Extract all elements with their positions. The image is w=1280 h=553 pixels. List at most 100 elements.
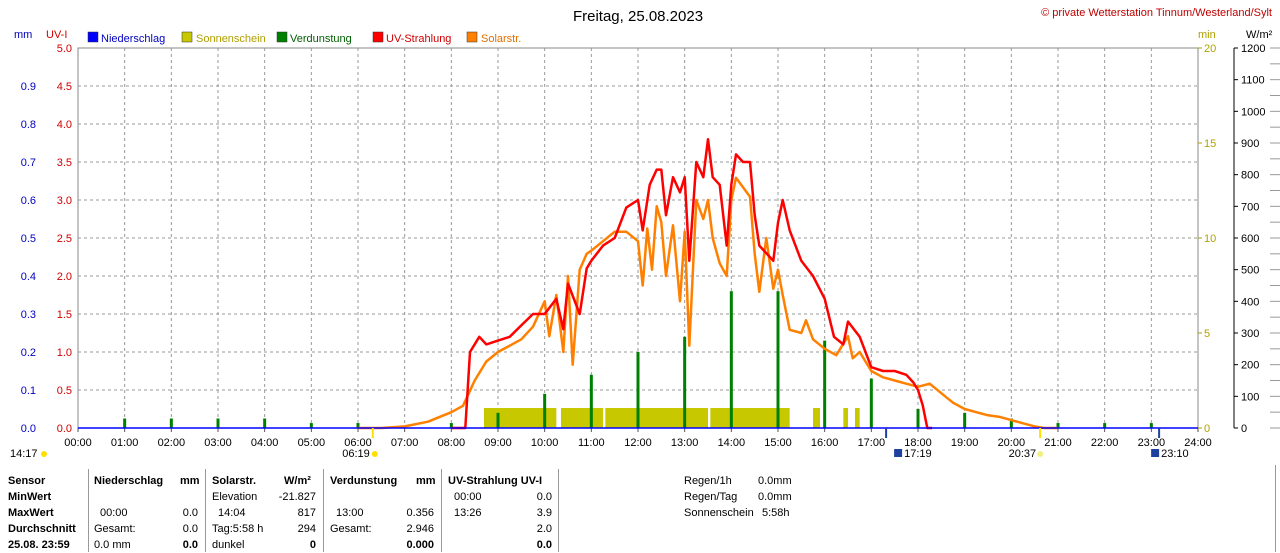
- y-tick-label-uv: 2.0: [57, 271, 72, 283]
- verdunstung-bar: [309, 423, 313, 428]
- verdunstung-last-value: 0.000: [406, 539, 434, 551]
- solar-max-value: 817: [297, 507, 316, 519]
- solar-tag-label: Tag:5:58 h: [212, 523, 264, 535]
- verdunstung-bar: [263, 418, 267, 428]
- x-tick-label: 08:00: [438, 437, 466, 449]
- legend-swatch: [372, 31, 384, 43]
- legend-label: Verdunstung: [290, 33, 352, 45]
- solar-unit: W/m²: [284, 475, 311, 487]
- legend-label: Sonnenschein: [196, 33, 266, 45]
- sonnenschein-block: [855, 408, 860, 428]
- y-tick-label-min: 10: [1204, 233, 1216, 245]
- x-tick-label: 24:00: [1184, 437, 1212, 449]
- y-tick-label-wm2: 800: [1241, 170, 1259, 182]
- x-tick-label: 15:00: [764, 437, 792, 449]
- y-tick-label-wm2: 400: [1241, 296, 1259, 308]
- verdunstung-bar: [1009, 418, 1013, 428]
- verdunstung-bar: [1103, 423, 1107, 428]
- time-markers: 14:17 06:19 17:19 20:37 23:10: [10, 428, 1189, 460]
- x-tick-label: 10:00: [531, 437, 559, 449]
- verdunstung-bar: [123, 418, 127, 428]
- sonnenschein-block: [605, 408, 708, 428]
- solar-line: [358, 176, 1058, 430]
- y-tick-label-wm2: 300: [1241, 328, 1259, 340]
- verdunstung-bar: [963, 412, 967, 428]
- row-label-avg: Durchschnitt: [8, 523, 76, 535]
- copyright-notice: © private Wetterstation Tinnum/Westerlan…: [1041, 7, 1272, 19]
- verdunstung-bar: [823, 340, 827, 428]
- verdunstung-bar: [496, 412, 500, 428]
- solar-avg-value: 294: [297, 523, 316, 535]
- y-tick-label-mm: 0.6: [21, 195, 36, 207]
- y-tick-label-mm: 0.7: [21, 157, 36, 169]
- verdunstung-bar: [636, 352, 640, 428]
- x-tick-label: 23:00: [1138, 437, 1166, 449]
- niederschlag-gesamt-label: Gesamt:: [94, 523, 136, 535]
- x-tick-label: 03:00: [204, 437, 232, 449]
- uv-max-value: 3.9: [536, 507, 552, 519]
- y-tick-label-mm: 0.3: [21, 309, 36, 321]
- sun-icon: [41, 451, 47, 457]
- x-tick-label: 12:00: [624, 437, 652, 449]
- verdunstung-bar: [589, 374, 593, 428]
- niederschlag-unit: mm: [180, 475, 200, 487]
- sunset-icon: [1037, 451, 1044, 457]
- solar-max-time: 14:04: [218, 507, 246, 519]
- chart-title: Freitag, 25.08.2023: [573, 8, 703, 25]
- y-tick-label-min: 5: [1204, 328, 1210, 340]
- y-tick-label-mm: 0.5: [21, 233, 36, 245]
- regen-1h-value: 0.0mm: [758, 475, 792, 487]
- verdunstung-header: Verdunstung: [330, 475, 398, 487]
- y-tick-label-uv: 0.5: [57, 385, 72, 397]
- y-tick-label-uv: 4.5: [57, 81, 72, 93]
- verdunstung-bar: [356, 423, 360, 428]
- verdunstung-bar: [869, 378, 873, 428]
- axis-unit-uv: UV-I: [46, 29, 67, 41]
- row-label-sensor: Sensor: [8, 475, 46, 487]
- verdunstung-bar: [1056, 423, 1060, 428]
- verdunstung-gesamt-value: 2.946: [406, 523, 434, 535]
- verdunstung-unit: mm: [416, 475, 436, 487]
- x-tick-label: 11:00: [578, 437, 605, 449]
- uv-min-value: 0.0: [536, 491, 552, 503]
- y-tick-label-wm2: 0: [1241, 423, 1247, 435]
- y-tick-label-mm: 0.4: [21, 271, 36, 283]
- x-tick-label: 02:00: [158, 437, 186, 449]
- sonnenschein-block: [484, 408, 557, 428]
- x-tick-label: 01:00: [111, 437, 139, 449]
- legend-label: Niederschlag: [101, 33, 165, 45]
- solar-header: Solarstr.: [212, 475, 257, 487]
- y-tick-label-mm: 0.1: [21, 385, 36, 397]
- x-tick-label: 21:00: [1044, 437, 1072, 449]
- sonnenschein-block: [561, 408, 603, 428]
- y-tick-label-mm: 0.0: [21, 423, 36, 435]
- verdunstung-bar: [216, 418, 220, 428]
- uv-max-time: 13:26: [454, 507, 482, 519]
- legend-swatch: [181, 31, 193, 43]
- sonnenschein-block: [813, 408, 820, 428]
- sunrise-icon: [371, 451, 378, 457]
- x-tick-label: 09:00: [484, 437, 512, 449]
- legend-swatch: [276, 31, 288, 43]
- x-tick-label: 16:00: [811, 437, 839, 449]
- uv-avg-value: 2.0: [536, 523, 552, 535]
- uv-min-time: 00:00: [454, 491, 482, 503]
- row-label-last: 25.08. 23:59: [8, 539, 70, 551]
- verdunstung-bar: [1149, 423, 1153, 428]
- y-tick-label-min: 15: [1204, 138, 1216, 150]
- axis-ticks: 00:00 01:00 02:00 03:00 04:00 05:00 06:00 07:00…: [21, 43, 1280, 449]
- y-tick-label-wm2: 100: [1241, 391, 1259, 403]
- axis-unit-mm: mm: [14, 29, 32, 41]
- legend-label: Solarstr.: [481, 33, 521, 45]
- y-tick-label-mm: 0.2: [21, 347, 36, 359]
- verdunstung-bar: [776, 291, 780, 428]
- x-tick-label: 19:00: [951, 437, 979, 449]
- stats-table: Sensor MinWert MaxWert Durchschnitt 25.0…: [0, 465, 1280, 552]
- niederschlag-header: Niederschlag: [94, 475, 164, 487]
- y-tick-label-uv: 1.5: [57, 309, 72, 321]
- y-tick-label-wm2: 1000: [1241, 106, 1265, 118]
- solar-elevation-label: Elevation: [212, 491, 258, 503]
- x-tick-label: 22:00: [1091, 437, 1119, 449]
- row-label-min: MinWert: [8, 491, 52, 503]
- y-tick-label-wm2: 600: [1241, 233, 1259, 245]
